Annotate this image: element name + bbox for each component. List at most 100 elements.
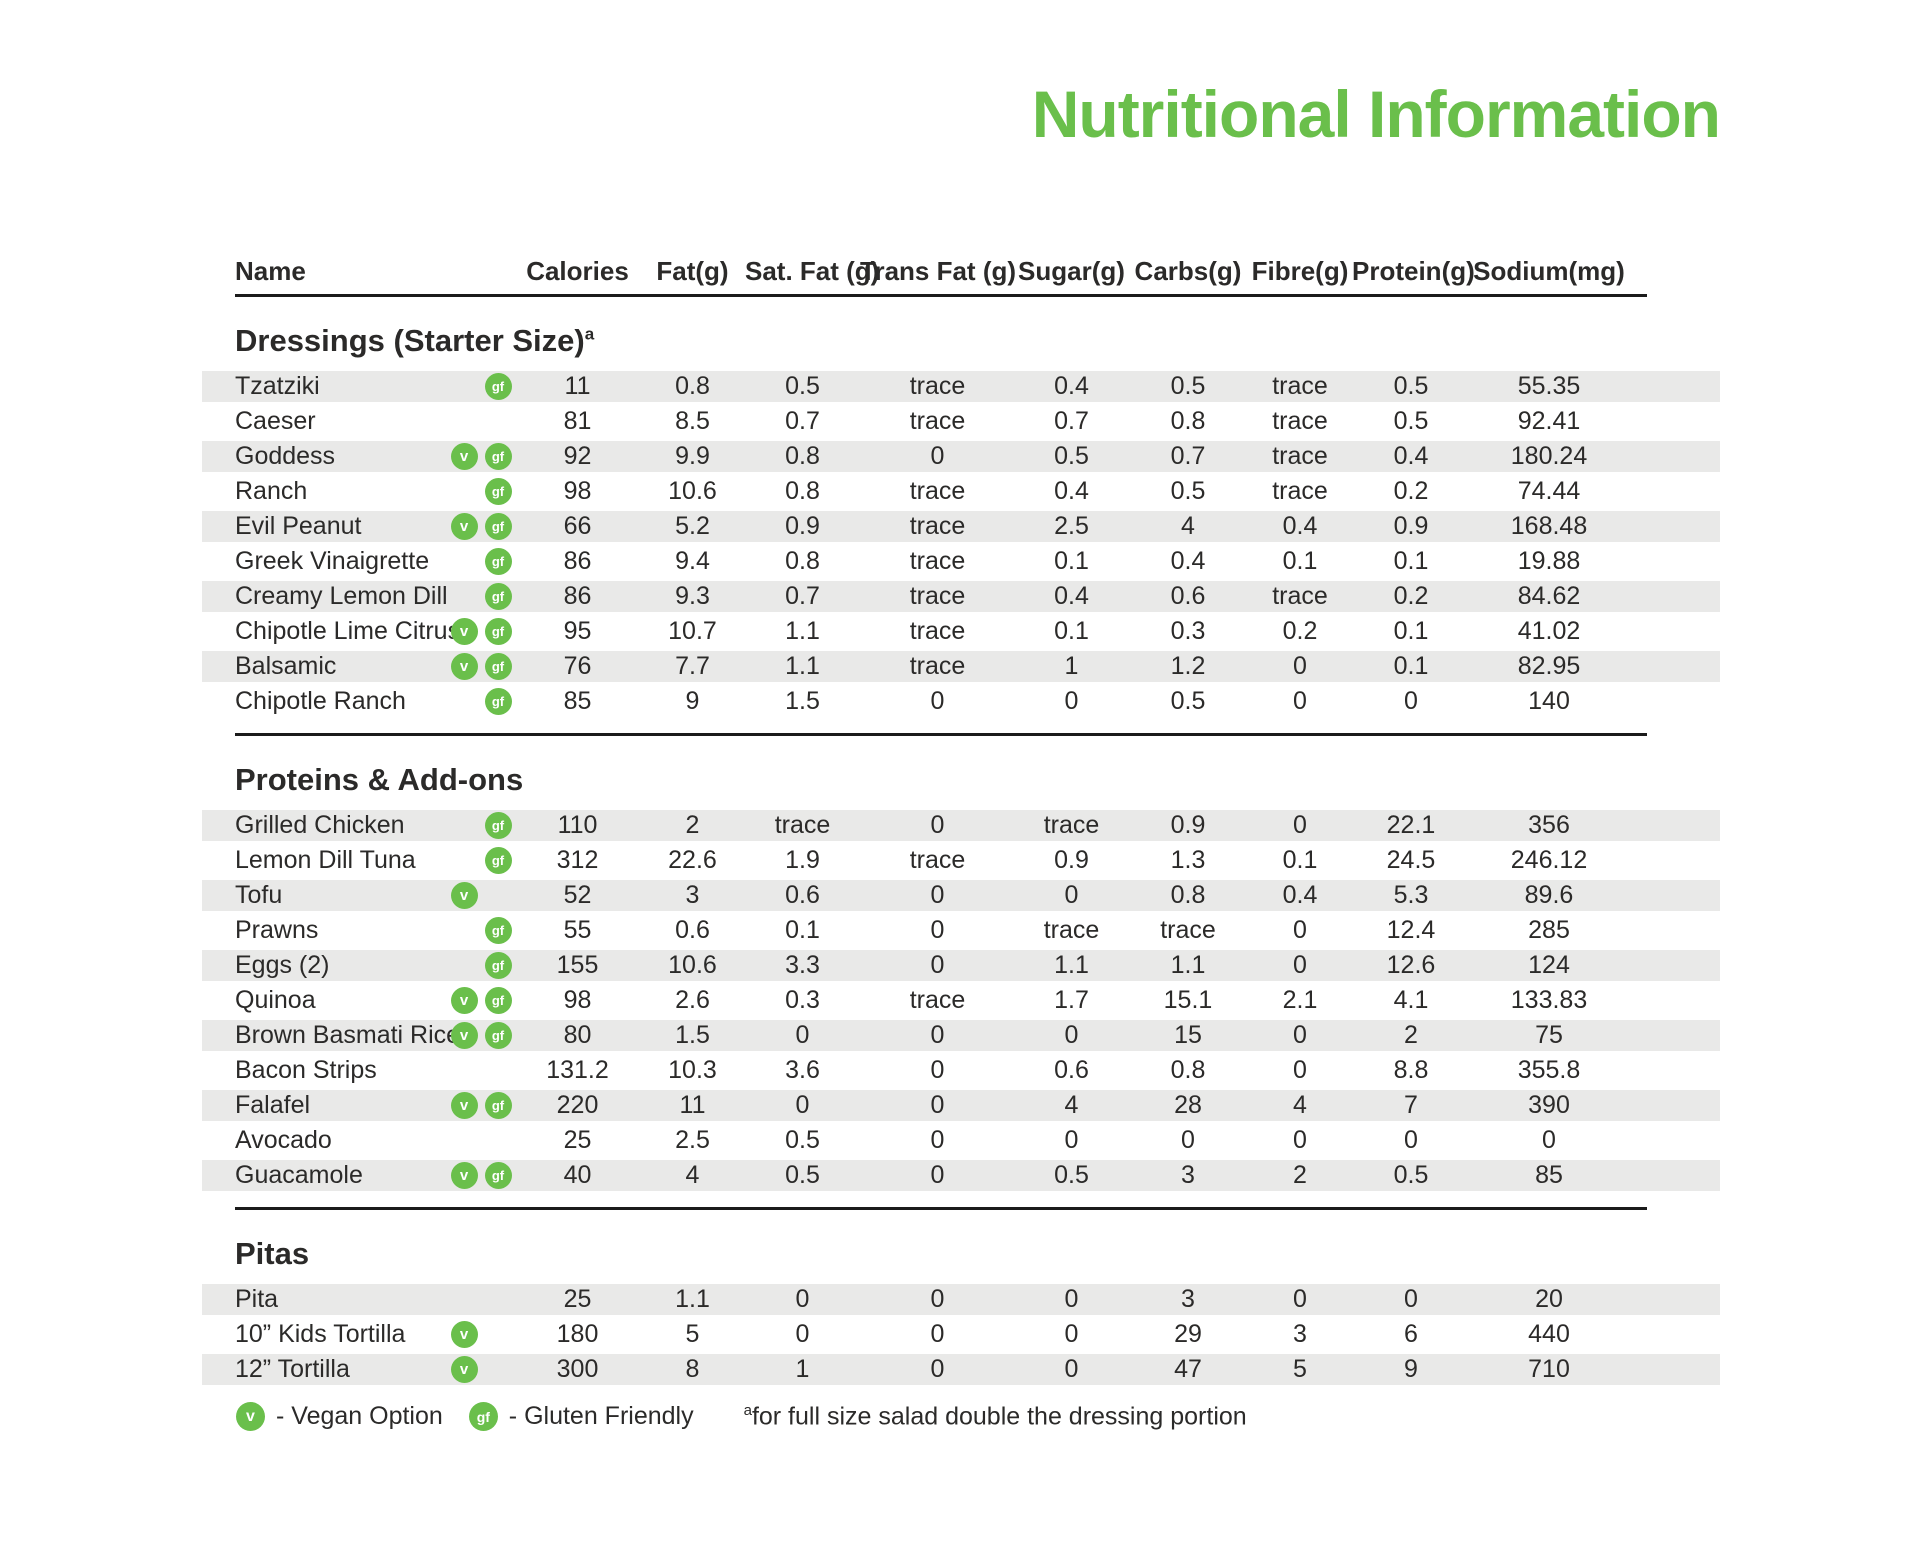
item-name: Balsamic (235, 652, 337, 680)
value-trans-fat: trace (909, 477, 966, 505)
value-carbs: 3 (1181, 1285, 1195, 1313)
value-carbs: 15 (1174, 1021, 1202, 1049)
value-sodium: 74.44 (1517, 477, 1581, 505)
value-fibre: 0 (1293, 687, 1307, 715)
value-fat: 3 (685, 881, 700, 909)
vegan-badge-icon: v (450, 653, 478, 680)
table-row: Greek Vinaigrette v gf 86 9.4 0.8 trace … (202, 546, 1720, 577)
table-row: Falafel v gf 220 11 0 0 4 28 4 7 390 (202, 1090, 1720, 1121)
value-trans-fat: 0 (930, 1285, 945, 1313)
value-protein: 0.1 (1393, 547, 1429, 575)
item-name: Ranch (235, 477, 308, 505)
value-fibre: 0.1 (1282, 547, 1318, 575)
value-protein: 0.5 (1393, 372, 1429, 400)
value-fibre: 0 (1293, 652, 1307, 680)
value-calories: 95 (563, 617, 592, 645)
page-title: Nutritional Information (1031, 77, 1721, 151)
value-sodium: 84.62 (1517, 582, 1581, 610)
value-fat: 8 (685, 1355, 700, 1383)
footnote-text: for full size salad double the dressing … (751, 1402, 1247, 1431)
table-row: Ranch v gf 98 10.6 0.8 trace 0.4 0.5 tra… (202, 476, 1720, 507)
item-name: Grilled Chicken (235, 811, 405, 839)
value-protein: 0.5 (1393, 407, 1429, 435)
value-protein: 8.8 (1393, 1056, 1429, 1084)
value-protein: 12.4 (1386, 916, 1436, 944)
value-fat: 9.9 (675, 442, 710, 470)
vegan-badge-icon: v (450, 618, 478, 645)
value-trans-fat: 0 (930, 1126, 945, 1154)
gluten-friendly-badge-icon: gf (484, 513, 512, 540)
table-sections: Dressings (Starter Size)a Tzatziki v gf … (202, 323, 1720, 1385)
vegan-badge-icon: v (450, 1321, 478, 1348)
value-sugar: 1.1 (1054, 951, 1089, 979)
table-row: Quinoa v gf 98 2.6 0.3 trace 1.7 15.1 2.… (202, 985, 1720, 1016)
vegan-badge-icon: v (450, 1162, 478, 1189)
value-sat-fat: 3.3 (785, 951, 820, 979)
vegan-badge-icon: v (450, 1092, 478, 1119)
value-sat-fat: 3.6 (785, 1056, 820, 1084)
value-trans-fat: trace (909, 407, 966, 435)
column-header-trans-fat: Trans Fat (g) (860, 255, 1017, 286)
column-header-sugar: Sugar(g) (1018, 255, 1125, 286)
value-calories: 76 (563, 652, 592, 680)
item-name: Falafel (235, 1091, 311, 1119)
value-sugar: 1.7 (1054, 986, 1089, 1014)
value-fat: 10.6 (668, 477, 717, 505)
value-calories: 25 (563, 1126, 592, 1154)
value-fat: 9.3 (675, 582, 710, 610)
gluten-friendly-badge-icon: gf (484, 847, 512, 874)
item-name: Tzatziki (235, 372, 320, 400)
section-heading: Dressings (Starter Size)a (235, 323, 595, 358)
value-fibre: trace (1272, 477, 1328, 505)
item-name: Lemon Dill Tuna (235, 846, 416, 874)
value-carbs: 1.2 (1170, 652, 1206, 680)
value-fibre: trace (1272, 582, 1328, 610)
value-calories: 155 (556, 951, 599, 979)
table-row: Pita v gf 25 1.1 0 0 0 3 0 0 20 (202, 1284, 1720, 1315)
value-calories: 66 (563, 512, 592, 540)
section-divider (235, 1207, 1647, 1210)
value-carbs: trace (1160, 916, 1216, 944)
value-carbs: 15.1 (1163, 986, 1213, 1014)
value-fat: 10.7 (668, 617, 717, 645)
value-sodium: 85 (1535, 1161, 1563, 1189)
value-carbs: 0.5 (1170, 687, 1206, 715)
table-row: Guacamole v gf 40 4 0.5 0 0.5 3 2 0.5 85 (202, 1160, 1720, 1191)
value-fibre: 0 (1293, 1021, 1307, 1049)
value-sat-fat: 1.1 (785, 652, 820, 680)
table-row: Avocado v gf 25 2.5 0.5 0 0 0 0 0 0 (202, 1125, 1720, 1156)
vegan-badge-icon: v (450, 987, 478, 1014)
item-name: Quinoa (235, 986, 316, 1014)
value-calories: 55 (563, 916, 592, 944)
value-fat: 2.5 (675, 1126, 710, 1154)
value-sat-fat: 0 (795, 1320, 810, 1348)
value-calories: 180 (556, 1320, 599, 1348)
value-sugar: 0 (1064, 1126, 1079, 1154)
value-carbs: 47 (1174, 1355, 1202, 1383)
value-carbs: 0.5 (1170, 372, 1206, 400)
value-protein: 6 (1404, 1320, 1418, 1348)
gluten-friendly-badge-icon: gf (484, 688, 512, 715)
table-row: Grilled Chicken v gf 110 2 trace 0 trace… (202, 810, 1720, 841)
value-fibre: 0 (1293, 1126, 1307, 1154)
value-sodium: 246.12 (1510, 846, 1588, 874)
value-calories: 52 (563, 881, 592, 909)
value-sugar: 2.5 (1054, 512, 1089, 540)
value-trans-fat: 0 (930, 881, 945, 909)
value-sodium: 356 (1528, 811, 1570, 839)
item-name: Guacamole (235, 1161, 363, 1189)
value-sugar: 0 (1064, 1355, 1079, 1383)
value-sugar: 0.6 (1054, 1056, 1089, 1084)
value-trans-fat: trace (909, 652, 966, 680)
value-trans-fat: trace (909, 512, 966, 540)
item-name: Eggs (2) (235, 951, 330, 979)
value-carbs: 0.8 (1170, 1056, 1206, 1084)
value-protein: 2 (1404, 1021, 1418, 1049)
item-name: 12” Tortilla (235, 1355, 350, 1383)
item-name: Creamy Lemon Dill (235, 582, 448, 610)
value-carbs: 0.9 (1170, 811, 1206, 839)
value-sugar: 0.7 (1054, 407, 1089, 435)
value-carbs: 1.3 (1170, 846, 1206, 874)
item-name: Prawns (235, 916, 319, 944)
